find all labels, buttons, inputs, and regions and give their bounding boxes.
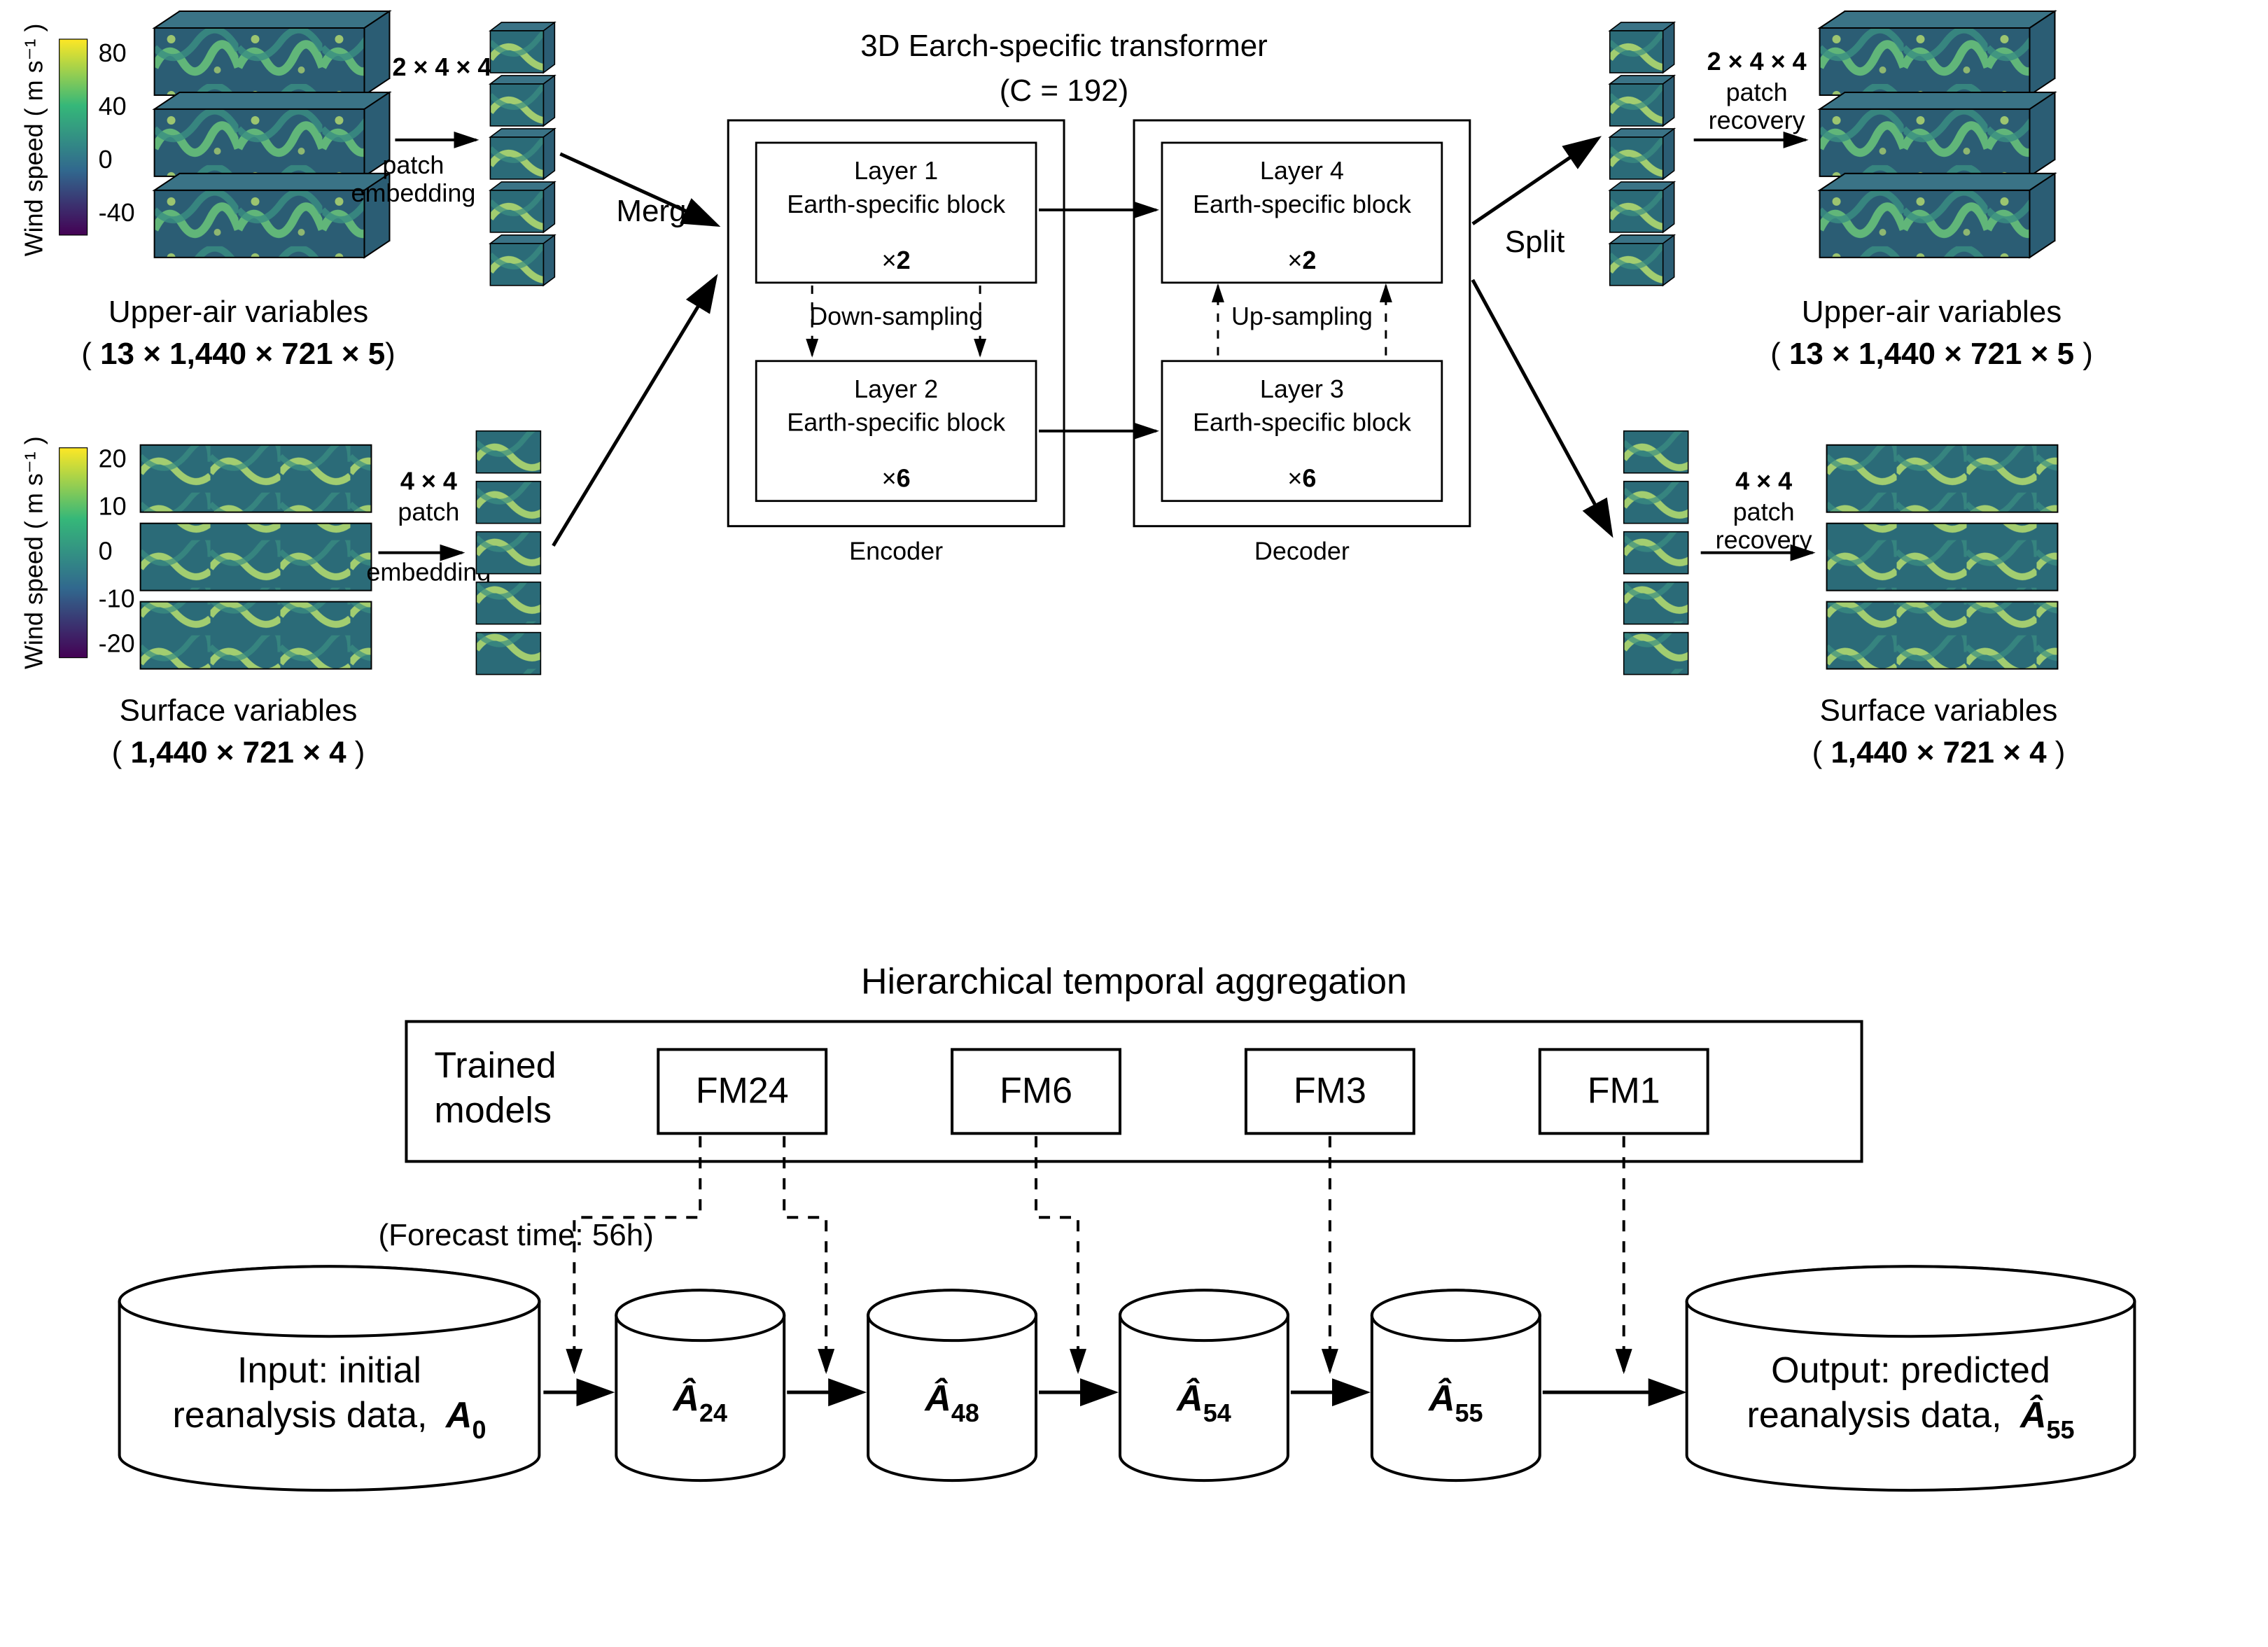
upper-air-label: Upper-air variables xyxy=(108,295,368,329)
svg-text:×2: ×2 xyxy=(882,246,911,274)
svg-text:×6: ×6 xyxy=(1287,464,1316,493)
cb-tick: 10 xyxy=(99,492,127,521)
data-tile xyxy=(1827,445,2058,512)
patch-tiles-out xyxy=(1624,431,1688,675)
surface-out-dims: ( 1,440 × 721 × 4 ) xyxy=(1812,736,2066,770)
svg-text:Layer 4: Layer 4 xyxy=(1260,156,1344,185)
data-tile xyxy=(141,602,372,669)
data-tile xyxy=(1827,524,2058,591)
cyl-a48: Â48 xyxy=(868,1290,1036,1480)
transformer-title: 3D Earch-specific transformer xyxy=(860,29,1268,63)
data-cube xyxy=(155,11,390,95)
embed-label2: embedding xyxy=(351,178,475,207)
cb-tick: 0 xyxy=(99,537,113,566)
merge-label: Merge xyxy=(616,194,704,228)
down-sampling-label: Down-sampling xyxy=(809,302,983,330)
recover-label2: recovery xyxy=(1716,526,1812,554)
svg-text:Output: predicted: Output: predicted xyxy=(1771,1350,2050,1391)
embed-label: patch xyxy=(382,150,444,179)
cb-tick: 40 xyxy=(99,92,127,120)
upper-air-out-dims: ( 13 × 1,440 × 721 × 5 ) xyxy=(1770,337,2093,371)
surface-dims: ( 1,440 × 721 × 4 ) xyxy=(112,736,365,770)
cyl-output: Output: predicted reanalysis data, Â55 xyxy=(1687,1266,2135,1490)
cb-tick: 80 xyxy=(99,38,127,67)
patch-cube xyxy=(490,22,554,73)
embed-label2: embedding xyxy=(366,558,491,587)
cyl-a24: Â24 xyxy=(616,1290,784,1480)
recover-label2: recovery xyxy=(1709,106,1805,134)
svg-text:FM6: FM6 xyxy=(1000,1070,1072,1111)
patch-size: 4 × 4 xyxy=(1735,467,1792,496)
upper-air-out-label: Upper-air variables xyxy=(1802,295,2062,329)
recover-label: patch xyxy=(1726,78,1788,106)
up-sampling-label: Up-sampling xyxy=(1231,302,1373,330)
decoder-label: Decoder xyxy=(1254,537,1350,566)
svg-text:×2: ×2 xyxy=(1287,246,1316,274)
cb-axis-label: Wind speed ( m s⁻¹ ) xyxy=(20,436,48,669)
embed-label: patch xyxy=(398,498,459,526)
patch-size: 2 × 4 × 4 xyxy=(1707,47,1807,76)
cb-tick: 20 xyxy=(99,444,127,473)
svg-text:Layer 1: Layer 1 xyxy=(854,156,938,185)
cb-tick: -20 xyxy=(99,629,135,658)
svg-text:FM1: FM1 xyxy=(1588,1070,1660,1111)
split-label: Split xyxy=(1505,225,1565,259)
trained-label: Trained xyxy=(434,1045,556,1086)
cb-axis-label: Wind speed ( m s⁻¹ ) xyxy=(20,24,48,257)
svg-text:Layer 2: Layer 2 xyxy=(854,374,938,403)
data-tile xyxy=(141,524,372,591)
patch-tiles xyxy=(476,431,540,675)
model-box-fm24: FM24 xyxy=(658,1049,826,1133)
model-box-fm3: FM3 xyxy=(1246,1049,1414,1133)
svg-text:Earth-specific block: Earth-specific block xyxy=(787,190,1006,218)
model-box-fm1: FM1 xyxy=(1540,1049,1708,1133)
patch-cubes-out xyxy=(1610,22,1674,286)
svg-text:FM3: FM3 xyxy=(1294,1070,1366,1111)
cyl-input: Input: initial reanalysis data, A0 xyxy=(120,1266,540,1490)
trained-label2: models xyxy=(434,1090,552,1130)
svg-text:×6: ×6 xyxy=(882,464,911,493)
cb-tick: -40 xyxy=(99,198,135,227)
data-tile xyxy=(141,445,372,512)
svg-text:Earth-specific block: Earth-specific block xyxy=(1193,408,1412,437)
cb-tick: 0 xyxy=(99,145,113,174)
svg-text:Layer 3: Layer 3 xyxy=(1260,374,1344,403)
data-cube xyxy=(1820,174,2055,258)
data-cube xyxy=(1820,92,2055,176)
model-box-fm6: FM6 xyxy=(952,1049,1120,1133)
patch-size: 4 × 4 xyxy=(400,467,457,496)
hta-title: Hierarchical temporal aggregation xyxy=(861,961,1407,1002)
forecast-time-label: (Forecast time: 56h) xyxy=(378,1218,653,1252)
patch-size: 2 × 4 × 4 xyxy=(392,52,491,81)
svg-text:FM24: FM24 xyxy=(696,1070,789,1111)
data-cube xyxy=(1820,11,2055,95)
recover-label: patch xyxy=(1733,498,1795,526)
svg-text:Input: initial: Input: initial xyxy=(237,1350,421,1391)
svg-text:Earth-specific block: Earth-specific block xyxy=(787,408,1006,437)
encoder-label: Encoder xyxy=(849,537,943,566)
cyl-a55: Â55 xyxy=(1372,1290,1540,1480)
transformer-channels: (C = 192) xyxy=(1000,73,1129,108)
data-tile xyxy=(1827,602,2058,669)
patch-cubes xyxy=(490,22,554,286)
data-cube xyxy=(155,92,390,176)
surface-label: Surface variables xyxy=(120,694,358,728)
cb-tick: -10 xyxy=(99,584,135,613)
upper-air-dims: ( 13 × 1,440 × 721 × 5) xyxy=(81,337,396,371)
svg-text:Earth-specific block: Earth-specific block xyxy=(1193,190,1412,218)
cyl-a54: Â54 xyxy=(1120,1290,1288,1480)
surface-out-label: Surface variables xyxy=(1820,694,2058,728)
